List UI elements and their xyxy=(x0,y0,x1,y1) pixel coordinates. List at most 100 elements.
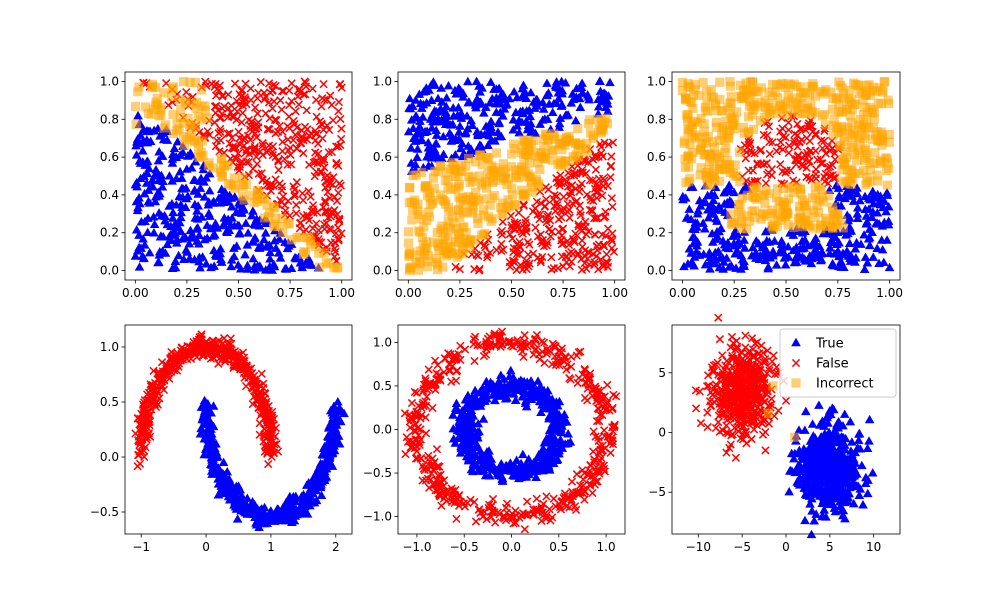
true-point xyxy=(691,246,702,256)
incorrect-point xyxy=(507,183,517,193)
false-point xyxy=(289,182,298,191)
panel-2-series-false xyxy=(451,138,619,275)
true-point xyxy=(520,92,530,101)
incorrect-point xyxy=(738,94,748,104)
true-point xyxy=(410,95,421,104)
x-tick-label: 0.25 xyxy=(174,286,201,300)
false-point xyxy=(528,207,538,216)
incorrect-point xyxy=(839,132,849,142)
true-point xyxy=(825,243,835,252)
true-point xyxy=(740,243,750,252)
incorrect-point xyxy=(304,233,314,243)
true-point xyxy=(158,134,169,144)
false-point xyxy=(334,107,343,116)
true-point xyxy=(431,125,441,135)
true-point xyxy=(201,259,212,268)
false-point xyxy=(335,179,344,188)
incorrect-point xyxy=(277,213,287,224)
y-tick-label: 0.0 xyxy=(373,264,392,278)
incorrect-point xyxy=(860,144,870,154)
incorrect-point xyxy=(178,131,189,142)
true-point xyxy=(259,510,270,520)
incorrect-point xyxy=(723,133,733,143)
incorrect-point xyxy=(172,119,182,129)
false-point xyxy=(331,247,340,256)
true-point xyxy=(210,218,221,228)
incorrect-point xyxy=(764,189,774,199)
incorrect-point xyxy=(865,102,875,112)
incorrect-point xyxy=(278,228,288,238)
panel-1-series-true xyxy=(130,110,324,274)
incorrect-point xyxy=(865,158,875,168)
true-point xyxy=(601,102,611,112)
true-point xyxy=(462,111,472,120)
y-tick-label: 0.6 xyxy=(647,150,666,164)
incorrect-point xyxy=(175,112,186,123)
incorrect-point xyxy=(686,97,697,108)
false-point xyxy=(524,250,533,259)
incorrect-point xyxy=(541,130,551,140)
false-point xyxy=(326,91,335,100)
true-point xyxy=(467,120,478,129)
incorrect-point xyxy=(780,200,790,210)
incorrect-point xyxy=(586,128,596,138)
true-point xyxy=(426,95,437,104)
false-point xyxy=(599,213,609,222)
incorrect-point xyxy=(703,106,713,116)
false-point xyxy=(268,151,277,160)
false-point xyxy=(602,250,611,259)
incorrect-point xyxy=(816,185,827,195)
true-point xyxy=(211,439,221,448)
true-point xyxy=(170,228,180,237)
false-point xyxy=(554,227,563,236)
true-point xyxy=(213,490,224,499)
incorrect-point xyxy=(688,90,699,100)
false-point xyxy=(595,184,605,193)
true-point xyxy=(249,219,259,228)
true-point xyxy=(867,227,877,236)
y-tick-label: −0.5 xyxy=(363,466,392,480)
true-point xyxy=(208,401,219,410)
false-point xyxy=(760,160,769,169)
false-point xyxy=(580,393,590,403)
true-point xyxy=(702,190,713,200)
false-point xyxy=(607,194,616,203)
false-point xyxy=(600,176,609,185)
true-point xyxy=(471,76,482,86)
incorrect-point xyxy=(755,116,766,126)
false-point xyxy=(456,341,465,351)
incorrect-point xyxy=(774,103,785,113)
false-point xyxy=(331,142,341,151)
incorrect-point xyxy=(576,140,586,150)
true-point xyxy=(218,197,228,207)
incorrect-point xyxy=(202,113,212,123)
true-point xyxy=(309,471,320,480)
true-point xyxy=(134,262,145,271)
true-point xyxy=(508,115,519,124)
true-point xyxy=(226,261,236,271)
false-point xyxy=(280,154,289,164)
false-point xyxy=(299,148,308,158)
false-point xyxy=(547,253,556,262)
true-point xyxy=(464,96,474,106)
incorrect-point xyxy=(872,170,882,180)
true-point xyxy=(431,138,442,148)
incorrect-point xyxy=(193,145,204,155)
false-point xyxy=(285,211,294,220)
true-point xyxy=(164,231,175,241)
true-point xyxy=(444,128,455,137)
true-point xyxy=(236,264,246,273)
false-point xyxy=(778,145,787,154)
incorrect-point xyxy=(742,211,752,221)
false-point xyxy=(580,252,590,261)
incorrect-point xyxy=(767,79,778,90)
false-point xyxy=(510,224,519,233)
false-point xyxy=(565,213,574,222)
incorrect-point xyxy=(816,87,826,97)
incorrect-point xyxy=(870,148,880,158)
true-point xyxy=(512,92,522,102)
incorrect-point xyxy=(685,139,695,150)
incorrect-point xyxy=(292,232,302,243)
incorrect-point xyxy=(783,90,793,100)
incorrect-point xyxy=(602,119,613,129)
